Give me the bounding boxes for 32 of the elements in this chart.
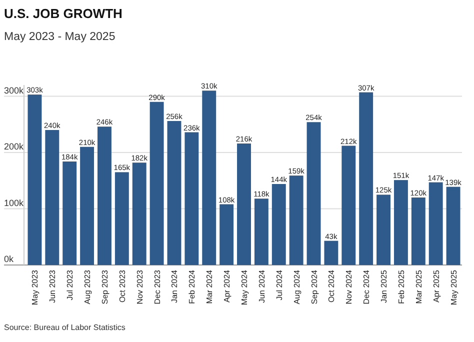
x-tick-label: Jul 2024 [274,269,284,300]
x-tick-label: Nov 2024 [344,269,354,304]
x-tick-label: May 2023 [30,269,40,306]
y-tick-label: 0k [4,254,14,264]
x-tick-label: May 2025 [449,269,458,306]
x-tick-label: Oct 2024 [327,269,336,302]
x-tick-label: May 2024 [240,269,249,306]
x-tick-label: Mar 2024 [205,269,214,304]
y-tick-label: 200k [4,142,24,152]
y-tick-label: 300k [4,85,24,96]
x-tick-label: Aug 2023 [83,269,92,304]
x-tick-label: Jul 2023 [66,269,75,300]
x-tick-label: Feb 2025 [396,269,406,304]
x-tick-label: Jan 2024 [170,269,180,303]
x-tick-label: Sep 2024 [310,269,319,304]
x-tick-label: Mar 2025 [414,269,424,304]
x-tick-label: Dec 2024 [362,269,372,304]
x-tick-label: Dec 2023 [152,269,162,304]
x-tick-label: Apr 2025 [432,269,441,302]
x-tick-label: Jan 2025 [380,269,389,303]
x-tick-label: Nov 2023 [135,269,144,304]
x-tick-label: Jun 2024 [257,269,266,303]
source-note: Source: Bureau of Labor Statistics [4,323,126,332]
x-tick-label: Apr 2024 [222,269,232,302]
x-tick-label: Jun 2023 [48,269,58,303]
chart-subtitle: May 2023 - May 2025 [4,31,116,43]
x-tick-label: Feb 2024 [188,269,197,304]
x-tick-label: Aug 2024 [292,269,302,304]
chart-title: U.S. JOB GROWTH [4,6,122,21]
y-tick-label: 100k [4,198,24,208]
x-tick-label: Oct 2023 [118,269,127,302]
x-tick-label: Sep 2023 [100,269,110,304]
